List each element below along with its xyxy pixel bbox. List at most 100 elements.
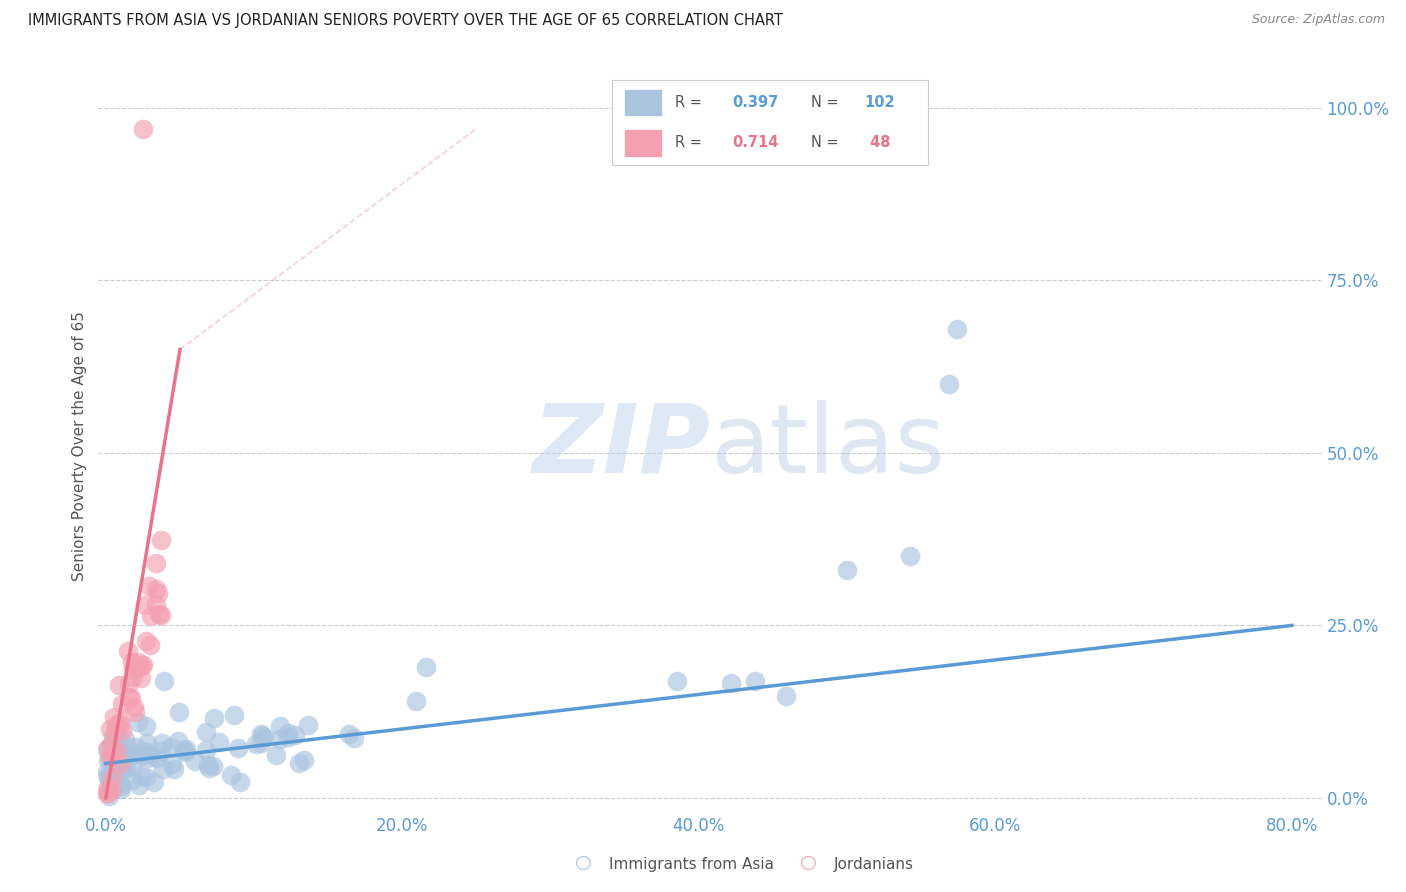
Text: 0.397: 0.397 <box>731 95 778 110</box>
Point <box>202 711 225 725</box>
Point <box>153 673 176 688</box>
Point <box>104 729 127 743</box>
Point <box>101 759 124 773</box>
Point <box>111 744 134 758</box>
Point <box>146 586 169 600</box>
Point <box>127 746 149 760</box>
Point <box>163 762 186 776</box>
Text: R =: R = <box>675 95 702 110</box>
Point <box>108 776 131 790</box>
Point <box>98 722 121 736</box>
Point <box>108 718 131 732</box>
Point <box>229 774 252 789</box>
Point <box>111 724 134 739</box>
Point <box>139 609 162 624</box>
Text: N =: N = <box>811 95 838 110</box>
Point <box>135 633 157 648</box>
Point <box>139 638 162 652</box>
Text: Jordanians: Jordanians <box>834 857 914 872</box>
Point <box>96 783 118 797</box>
Point <box>129 749 152 764</box>
Y-axis label: Seniors Poverty Over the Age of 65: Seniors Poverty Over the Age of 65 <box>72 311 87 581</box>
Point <box>97 786 120 800</box>
Point <box>96 786 118 800</box>
Bar <box>624 89 662 116</box>
Point <box>97 789 120 804</box>
Point <box>160 757 183 772</box>
Point <box>146 751 169 765</box>
Point <box>132 658 155 673</box>
Point <box>169 705 191 719</box>
Point <box>129 769 152 783</box>
Point <box>135 736 157 750</box>
Text: 0.714: 0.714 <box>731 136 778 151</box>
Point <box>105 744 128 758</box>
Text: ○: ○ <box>575 854 592 872</box>
Point <box>101 751 124 765</box>
Point <box>946 321 969 335</box>
Point <box>103 730 125 744</box>
Point <box>104 767 127 781</box>
Point <box>120 691 142 706</box>
Point <box>138 579 160 593</box>
Point <box>194 724 217 739</box>
Point <box>98 777 121 791</box>
Point <box>226 741 249 756</box>
Point <box>97 740 120 755</box>
Point <box>720 676 742 690</box>
Point <box>250 736 273 750</box>
Point <box>167 734 190 748</box>
Point <box>136 751 159 765</box>
Point <box>665 673 688 688</box>
Point <box>104 765 127 780</box>
Point <box>287 756 309 771</box>
Point <box>174 741 197 756</box>
Point <box>149 744 172 758</box>
Point <box>184 755 207 769</box>
Point <box>297 718 319 732</box>
Point <box>108 731 131 745</box>
Point <box>96 742 118 756</box>
Point <box>145 556 167 570</box>
Point <box>744 674 766 689</box>
Text: ○: ○ <box>800 854 817 872</box>
Text: N =: N = <box>811 136 838 151</box>
Point <box>115 752 138 766</box>
Text: Immigrants from Asia: Immigrants from Asia <box>609 857 773 872</box>
Point <box>127 655 149 669</box>
Point <box>938 376 960 391</box>
Point <box>108 678 131 692</box>
Point <box>250 729 273 743</box>
Point <box>405 694 427 708</box>
Bar <box>624 129 662 157</box>
Point <box>100 736 122 750</box>
Point <box>898 549 921 564</box>
Point <box>103 756 125 771</box>
Point <box>135 770 157 784</box>
Point <box>122 759 145 773</box>
Point <box>108 715 131 730</box>
Point <box>117 690 139 704</box>
Point <box>143 774 166 789</box>
Point <box>277 725 299 739</box>
Point <box>245 738 267 752</box>
Point <box>122 699 145 714</box>
Point <box>110 779 132 793</box>
Point <box>110 756 132 771</box>
Point <box>131 657 153 672</box>
Point <box>104 718 127 732</box>
Point <box>121 655 143 669</box>
Point <box>97 770 120 784</box>
Point <box>120 748 142 763</box>
Point <box>264 747 287 762</box>
Point <box>201 759 224 773</box>
Point <box>269 719 291 733</box>
Point <box>150 533 173 548</box>
Point <box>124 706 146 720</box>
Point <box>111 761 134 775</box>
Point <box>148 607 170 622</box>
Text: atlas: atlas <box>710 400 945 492</box>
Point <box>415 660 437 674</box>
Point <box>284 728 307 742</box>
Point <box>128 660 150 674</box>
